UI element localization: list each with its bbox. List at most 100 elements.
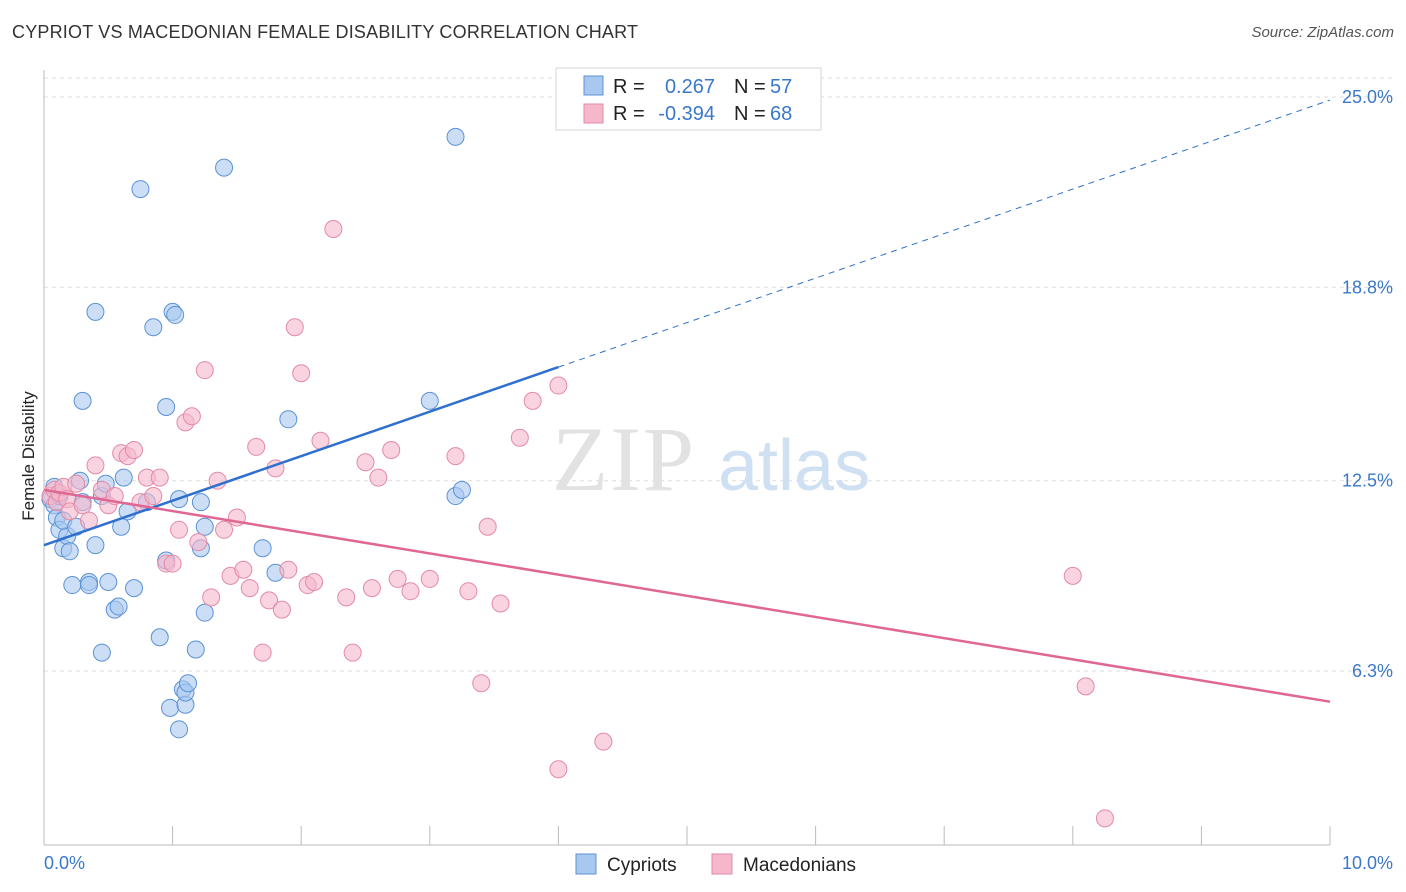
macedonian-point: [549, 760, 568, 779]
macedonian-point: [170, 520, 189, 539]
cypriot-point: [150, 628, 169, 647]
macedonian-point: [253, 643, 272, 662]
watermark-zip: ZIP: [552, 408, 696, 510]
macedonian-point: [382, 440, 401, 459]
x-tick-max: 10.0%: [1342, 853, 1393, 873]
macedonian-point: [182, 407, 201, 426]
macedonian-point: [292, 364, 311, 383]
macedonian-point: [1095, 809, 1114, 828]
macedonian-point: [343, 643, 362, 662]
macedonian-point: [324, 219, 343, 238]
macedonian-point: [1063, 566, 1082, 585]
macedonian-point: [73, 496, 92, 515]
macedonian-point: [67, 474, 86, 493]
macedonian-point: [401, 582, 420, 601]
series-legend: Cypriots Macedonians: [575, 853, 856, 876]
y-tick-label: 6.3%: [1352, 661, 1393, 681]
cypriot-point: [186, 640, 205, 659]
macedonian-point: [272, 600, 291, 619]
legend-n-value-1: 57: [770, 76, 792, 98]
macedonian-point: [459, 582, 478, 601]
macedonian-point: [247, 437, 266, 456]
cypriot-point: [253, 539, 272, 558]
macedonian-point: [305, 572, 324, 591]
macedonian-point: [150, 468, 169, 487]
legend-r-value-2: -0.394: [658, 103, 715, 125]
legend-n-value-2: 68: [770, 103, 792, 125]
macedonian-point: [362, 579, 381, 598]
cypriot-point: [446, 127, 465, 146]
macedonian-point: [208, 471, 227, 490]
legend-r-label-1: R =: [613, 76, 645, 98]
macedonian-point: [594, 732, 613, 751]
legend-r-value-1: 0.267: [665, 76, 715, 98]
cypriot-point: [420, 391, 439, 410]
cypriot-point: [191, 493, 210, 512]
cypriot-point: [157, 398, 176, 417]
watermark-atlas: atlas: [718, 426, 870, 506]
cypriot-point: [195, 603, 214, 622]
cypriot-point: [279, 410, 298, 429]
y-tick-label: 12.5%: [1342, 471, 1393, 491]
macedonian-trend-line: [43, 488, 1331, 703]
series-legend-swatch-cypriots: [575, 853, 597, 875]
cypriot-point: [114, 468, 133, 487]
cypriot-point: [99, 572, 118, 591]
cypriot-point: [170, 720, 189, 739]
y-tick-label: 25.0%: [1342, 87, 1393, 107]
macedonian-point: [446, 447, 465, 466]
cypriot-point: [60, 542, 79, 561]
cypriot-point: [131, 180, 150, 199]
correlation-legend: R = 0.267 N = 57 R = -0.394 N = 68: [555, 67, 822, 131]
y-tick-labels: 6.3% 12.5% 18.8% 25.0%: [1342, 87, 1393, 681]
legend-r-label-2: R =: [613, 103, 645, 125]
cypriot-point: [80, 576, 99, 595]
cypriot-trend-extension: [558, 99, 1331, 368]
macedonian-point: [478, 517, 497, 536]
cypriot-trend-line: [43, 365, 559, 547]
macedonian-point: [491, 594, 510, 613]
macedonian-point: [510, 428, 529, 447]
macedonian-point: [125, 440, 144, 459]
cypriot-point: [63, 576, 82, 595]
cypriot-point: [92, 643, 111, 662]
macedonian-point: [388, 569, 407, 588]
macedonian-point: [356, 453, 375, 472]
macedonian-point: [285, 318, 304, 337]
cypriot-point: [73, 391, 92, 410]
cypriot-point: [215, 158, 234, 177]
cypriot-point: [144, 318, 163, 337]
macedonian-point: [420, 569, 439, 588]
cypriot-point: [86, 302, 105, 321]
macedonian-points: [41, 219, 1114, 828]
macedonian-point: [163, 554, 182, 573]
cypriot-point: [125, 579, 144, 598]
x-tick-min: 0.0%: [44, 853, 85, 873]
cypriot-point: [109, 597, 128, 616]
chart-title: CYPRIOT VS MACEDONIAN FEMALE DISABILITY …: [12, 22, 639, 42]
cypriot-point: [452, 480, 471, 499]
legend-n-label-1: N =: [734, 76, 766, 98]
y-tick-label: 18.8%: [1342, 277, 1393, 297]
cypriot-point: [179, 674, 198, 693]
x-axis-ticks: [43, 826, 1331, 845]
macedonian-point: [189, 533, 208, 552]
macedonian-point: [260, 591, 279, 610]
macedonian-point: [337, 588, 356, 607]
macedonian-point: [1076, 677, 1095, 696]
cypriot-point: [195, 517, 214, 536]
macedonian-point: [215, 520, 234, 539]
series-legend-label-macedonians: Macedonians: [743, 855, 856, 876]
cypriot-point: [86, 536, 105, 555]
series-legend-swatch-macedonians: [711, 853, 733, 875]
trend-lines: [43, 99, 1331, 703]
macedonian-point: [202, 588, 221, 607]
legend-swatch-cypriots: [583, 75, 604, 96]
macedonian-point: [523, 391, 542, 410]
macedonian-point: [234, 560, 253, 579]
chart-source: Source: ZipAtlas.com: [1251, 24, 1394, 41]
macedonian-point: [195, 361, 214, 380]
legend-n-label-2: N =: [734, 103, 766, 125]
legend-swatch-macedonians: [583, 103, 604, 124]
